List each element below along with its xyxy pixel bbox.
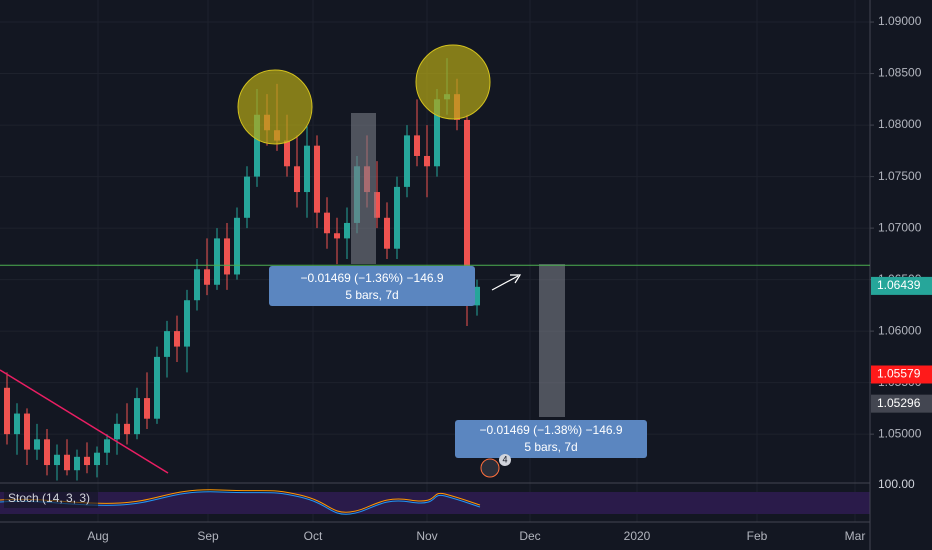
candle-body [244, 176, 250, 218]
measure-tooltip [455, 420, 647, 458]
candle-body [34, 439, 40, 450]
candle-body [174, 331, 180, 347]
price-label: 1.06439 [877, 278, 921, 292]
candle-body [4, 387, 10, 435]
candle-body [434, 99, 440, 167]
candle-body [334, 233, 340, 239]
candle-body [414, 135, 420, 156]
candle-body [304, 145, 310, 193]
x-tick-label: Oct [304, 529, 323, 543]
stoch-d [0, 489, 481, 513]
candle-body [254, 114, 260, 177]
measure-range [539, 264, 565, 417]
candle-body [54, 454, 60, 466]
arrow-head [510, 274, 522, 284]
candle-body [394, 186, 400, 249]
candle-body [124, 423, 130, 435]
y-tick-label: 1.08500 [878, 66, 922, 80]
measure-text: 5 bars, 7d [524, 440, 577, 454]
candle-body [24, 413, 30, 450]
candle-body [234, 217, 240, 275]
candle-body [194, 269, 200, 301]
candle-body [114, 423, 120, 440]
indicator-legend-bg [4, 490, 98, 508]
x-tick-label: Nov [416, 529, 437, 543]
x-tick-label: Mar [845, 529, 866, 543]
highlight-circle [237, 69, 313, 145]
indicator-scale-label: 100.00 [878, 477, 915, 491]
y-tick-label: 1.08000 [878, 117, 922, 131]
measure-text: −0.01469 (−1.36%) −146.9 [300, 271, 443, 285]
candle-body [44, 439, 50, 466]
measure-text: −0.01469 (−1.38%) −146.9 [479, 423, 622, 437]
candle-body [374, 192, 380, 218]
candle-body [154, 356, 160, 419]
candle-body [464, 119, 470, 306]
indicator-title[interactable]: Stoch (14, 3, 3) [8, 491, 90, 505]
candle-body [424, 155, 430, 167]
x-tick-label: Feb [747, 529, 768, 543]
highlight-circle [415, 44, 491, 120]
candle-body [324, 212, 330, 234]
candle-body [144, 398, 150, 419]
candle-body [84, 456, 90, 466]
candle-body [94, 452, 100, 466]
price-label: 1.05296 [877, 396, 921, 410]
candle-body [344, 222, 350, 239]
candle-body [134, 398, 140, 435]
candle-body [214, 238, 220, 285]
price-label-bg [871, 276, 932, 295]
candle-body [474, 286, 480, 306]
price-label-bg [871, 394, 932, 413]
x-tick-label: Sep [197, 529, 219, 543]
arrow [491, 275, 519, 291]
candle-body [104, 439, 110, 453]
candle-body [404, 135, 410, 187]
y-tick-label: 1.09000 [878, 14, 922, 28]
trend-line [0, 369, 169, 474]
event-icon[interactable] [480, 458, 500, 478]
candle-body [284, 140, 290, 167]
candle-body [64, 454, 70, 471]
badge [499, 454, 511, 466]
measure-tooltip [269, 266, 475, 306]
candle-body [164, 331, 170, 357]
x-tick-label: Aug [87, 529, 108, 543]
y-tick-label: 1.05000 [878, 426, 922, 440]
badge-count: 4 [502, 454, 507, 464]
candle-body [294, 166, 300, 193]
candle-body [384, 217, 390, 249]
y-tick-label: 1.07000 [878, 220, 922, 234]
stoch-k [0, 491, 481, 515]
candle-body [74, 456, 80, 471]
candle-body [14, 413, 20, 435]
candle-body [314, 145, 320, 213]
x-tick-label: Dec [519, 529, 540, 543]
price-label: 1.05579 [877, 367, 921, 381]
price-label-bg [871, 365, 932, 384]
candle-body [184, 300, 190, 347]
candle-body [204, 269, 210, 285]
measure-text: 5 bars, 7d [345, 288, 398, 302]
stoch-band [0, 492, 870, 514]
y-tick-label: 1.06000 [878, 323, 922, 337]
y-tick-label: 1.07500 [878, 169, 922, 183]
measure-range [351, 113, 376, 264]
candle-body [224, 238, 230, 275]
x-tick-label: 2020 [624, 529, 651, 543]
